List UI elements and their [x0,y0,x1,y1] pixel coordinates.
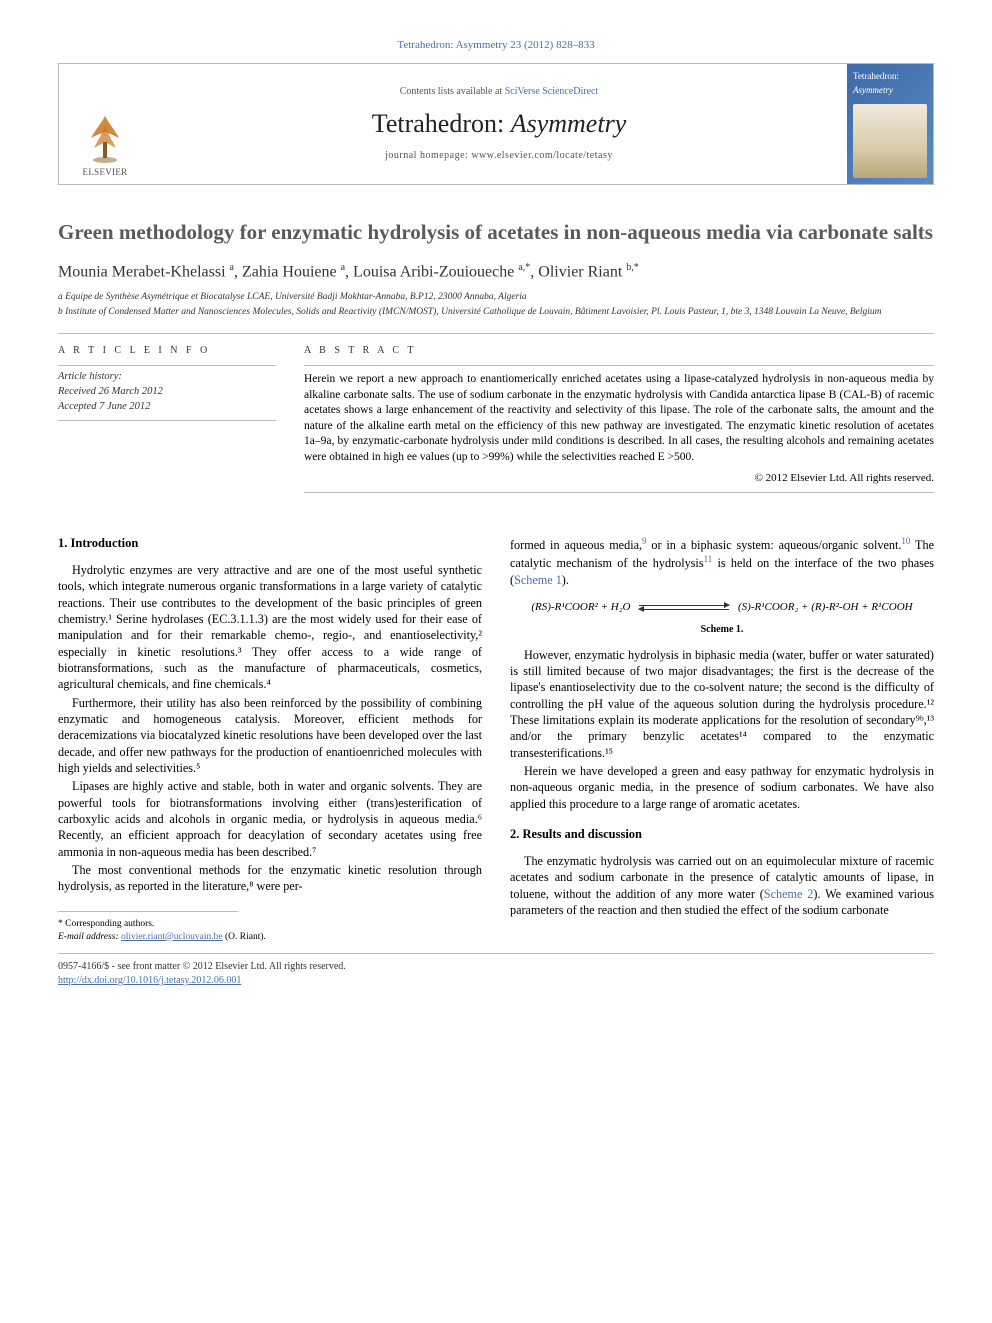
journal-cover-thumb: Tetrahedron: Asymmetry [847,64,933,184]
cover-title-a: Tetrahedron: [853,70,927,82]
abstract-label: A B S T R A C T [304,344,934,358]
history-accepted: Accepted 7 June 2012 [58,400,276,415]
scheme-1-equation: (RS)-R¹COOR² + H₂O (S)-R¹COOR₂ + (R)-R²-… [510,600,934,615]
scheme-2-ref[interactable]: Scheme 2 [764,887,814,901]
para-1: Hydrolytic enzymes are very attractive a… [58,562,482,693]
sciencedirect-link[interactable]: SciVerse ScienceDirect [505,86,599,97]
para-4: The most conventional methods for the en… [58,862,482,895]
corr-email-link[interactable]: olivier.riant@uclouvain.be [121,932,223,942]
corresponding-author-block: * Corresponding authors. E-mail address:… [58,918,482,944]
para-6: However, enzymatic hydrolysis in biphasi… [510,647,934,761]
homepage-line: journal homepage: www.elsevier.com/locat… [385,149,613,163]
para-5: formed in aqueous media,9 or in a biphas… [510,535,934,588]
corr-label: * Corresponding authors. [58,918,482,931]
bottom-rule [58,953,934,954]
author-sup: a,* [518,262,530,273]
abstract-col: A B S T R A C T Herein we report a new a… [304,344,934,493]
abstract-text: Herein we report a new approach to enant… [304,365,934,465]
para-2: Furthermore, their utility has also been… [58,695,482,777]
para-8: The enzymatic hydrolysis was carried out… [510,853,934,918]
rule-below-abstract [304,492,934,493]
scheme-1-caption: Scheme 1. [510,623,934,637]
email-label: E-mail address: [58,932,121,942]
article-info-col: A R T I C L E I N F O Article history: R… [58,344,276,493]
corr-email-who: (O. Riant). [223,932,266,942]
header-citation: Tetrahedron: Asymmetry 23 (2012) 828–833 [58,38,934,53]
scheme-1-box: (RS)-R¹COOR² + H₂O (S)-R¹COOR₂ + (R)-R²-… [510,600,934,636]
homepage-label: journal homepage: [385,150,471,161]
contents-prefix: Contents lists available at [400,86,505,97]
footnote-rule [58,911,238,912]
author-name: Louisa Aribi-Zouioueche [353,263,518,280]
para-7: Herein we have developed a green and eas… [510,763,934,812]
author-name: Olivier Riant [538,263,626,280]
article-info-label: A R T I C L E I N F O [58,344,276,358]
elsevier-label: ELSEVIER [83,166,128,178]
authors-line: Mounia Merabet-Khelassi a, Zahia Houiene… [58,261,934,283]
p5e: ). [562,573,569,587]
rule-above-meta [58,333,934,334]
body-columns: 1. Introduction Hydrolytic enzymes are v… [58,535,934,943]
affiliation-a: a Equipe de Synthèse Asymétrique et Bioc… [58,291,934,304]
journal-title-italic: Asymmetry [511,109,627,138]
author-sup: a [230,262,234,273]
history-label: Article history: [58,370,276,385]
history-received: Received 26 March 2012 [58,385,276,400]
p5b: or in a biphasic system: aqueous/organic… [647,538,902,552]
p5a: formed in aqueous media, [510,538,642,552]
journal-title-main: Tetrahedron: [372,109,511,138]
elsevier-tree-icon [81,112,129,164]
cover-title-b: Asymmetry [853,84,927,96]
history-block: Article history: Received 26 March 2012 … [58,365,276,421]
affiliation-b: b Institute of Condensed Matter and Nano… [58,306,934,319]
author-name: Mounia Merabet-Khelassi [58,263,230,280]
scheme-1-ref[interactable]: Scheme 1 [514,573,562,587]
section-1-head: 1. Introduction [58,535,482,552]
front-matter-line: 0957-4166/$ - see front matter © 2012 El… [58,960,934,974]
journal-mid: Contents lists available at SciVerse Sci… [151,64,847,184]
right-column: formed in aqueous media,9 or in a biphas… [510,535,934,943]
left-column: 1. Introduction Hydrolytic enzymes are v… [58,535,482,943]
cover-art-icon [853,104,927,178]
article-title: Green methodology for enzymatic hydrolys… [58,219,934,245]
section-2-head: 2. Results and discussion [510,826,934,843]
scheme-1-right: (S)-R¹COOR₂ + (R)-R²-OH + R¹COOH [738,601,913,613]
journal-title: Tetrahedron: Asymmetry [372,106,626,141]
homepage-url[interactable]: www.elsevier.com/locate/tetasy [471,150,613,161]
doi-block: 0957-4166/$ - see front matter © 2012 El… [58,960,934,987]
author-sup: b,* [626,262,639,273]
equilibrium-arrow-icon [639,604,729,612]
author-name: Zahia Houiene [242,263,341,280]
ref-11[interactable]: 11 [704,554,713,564]
doi-link[interactable]: http://dx.doi.org/10.1016/j.tetasy.2012.… [58,975,241,986]
meta-row: A R T I C L E I N F O Article history: R… [58,344,934,493]
scheme-1-left: (RS)-R¹COOR² + H₂O [531,601,630,613]
publisher-logo-block: ELSEVIER [59,64,151,184]
copyright-line: © 2012 Elsevier Ltd. All rights reserved… [304,471,934,486]
contents-line: Contents lists available at SciVerse Sci… [400,85,599,99]
author-sup: a [341,262,345,273]
journal-header-box: ELSEVIER Contents lists available at Sci… [58,63,934,185]
para-3: Lipases are highly active and stable, bo… [58,778,482,860]
